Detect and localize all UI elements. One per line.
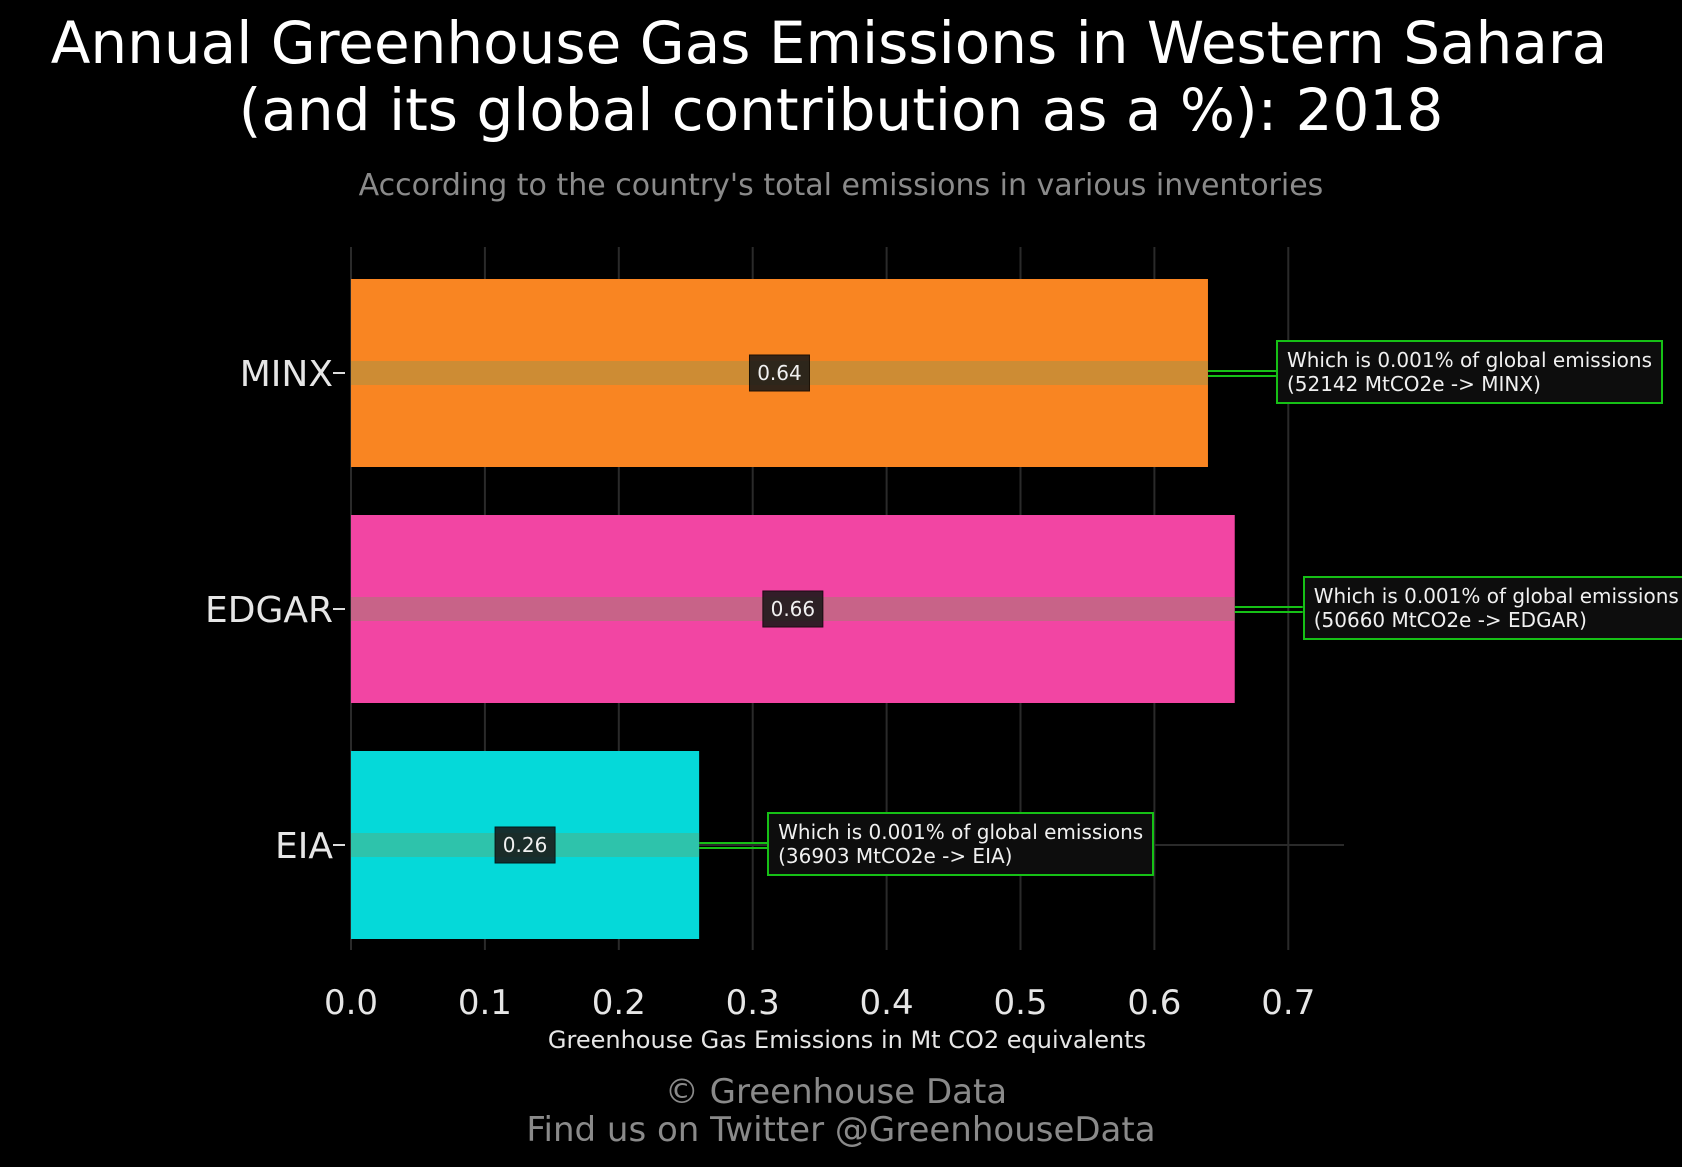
annotation-box: Which is 0.001% of global emissions (3690… (767, 812, 1155, 876)
annotation-line-1: Which is 0.001% of global emissions (778, 820, 1144, 844)
annotation-box: Which is 0.001% of global emissions (5214… (1275, 340, 1664, 404)
annotation-line-2: (50660 MtCO2e -> EDGAR) (1313, 608, 1587, 632)
twitter-credit: Find us on Twitter @GreenhouseData (526, 1110, 1156, 1150)
y-tick-label: EIA (275, 826, 333, 867)
x-axis-label: Greenhouse Gas Emissions in Mt CO2 equiv… (548, 1026, 1146, 1054)
x-tick-label: 0.0 (324, 983, 378, 1023)
chart-title-line-1: Annual Greenhouse Gas Emissions in Weste… (50, 9, 1608, 77)
x-tick-label: 0.5 (993, 983, 1047, 1023)
value-label-box (762, 590, 824, 628)
value-label: 0.66 (771, 597, 816, 621)
value-label: 0.64 (757, 361, 802, 385)
annotation-box: Which is 0.001% of global emissions (5066… (1302, 576, 1682, 640)
copyright-text: © Greenhouse Data (664, 1072, 1008, 1112)
value-label-box (748, 354, 810, 392)
annotation-line-1: Which is 0.001% of global emissions (1286, 348, 1653, 372)
y-tick-label: EDGAR (205, 590, 333, 631)
x-tick-label: 0.4 (860, 983, 914, 1023)
annotation-line-2: (36903 MtCO2e -> EIA) (778, 844, 1013, 868)
chart-subtitle: According to the country's total emissio… (358, 168, 1324, 203)
value-label: 0.26 (503, 833, 548, 857)
chart-title-line-2: (and its global contribution as a %): 20… (238, 76, 1444, 144)
annotation-line-1: Which is 0.001% of global emissions (1313, 584, 1679, 608)
x-tick-label: 0.6 (1127, 983, 1181, 1023)
y-tick-label: MINX (240, 354, 333, 395)
x-tick-label: 0.3 (726, 983, 780, 1023)
x-tick-label: 0.7 (1261, 983, 1315, 1023)
x-tick-label: 0.2 (592, 983, 646, 1023)
x-tick-label: 0.1 (458, 983, 512, 1023)
value-label-box (494, 826, 556, 864)
bar-chart: 0.0 0.1 0.2 0.3 0.4 0.5 0.6 0.7 Greenhouse Gas E… (205, 247, 1344, 1054)
annotation-line-2: (52142 MtCO2e -> MINX) (1286, 372, 1541, 396)
